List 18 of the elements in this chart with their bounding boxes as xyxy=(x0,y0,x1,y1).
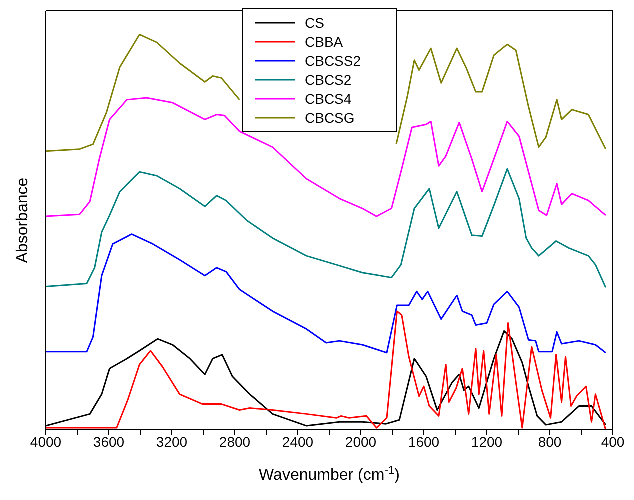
x-tick-label: 400 xyxy=(601,434,625,450)
x-tick-label: 1200 xyxy=(471,434,503,450)
legend-label: CBBA xyxy=(305,34,344,50)
x-axis-title: Wavenumber (cm$^{-1}$) xyxy=(259,465,400,484)
legend-label: CBCSS2 xyxy=(305,52,362,68)
legend-label: CBCS2 xyxy=(305,72,352,88)
x-tick-label: 4000 xyxy=(30,434,62,450)
x-tick-label: 2800 xyxy=(219,434,251,450)
legend-label: CBCSG xyxy=(305,110,355,126)
y-axis-title: Absorbance xyxy=(14,178,32,264)
x-tick-label: 2000 xyxy=(345,434,377,450)
x-tick-label: 3600 xyxy=(93,434,125,450)
x-tick-label: 1600 xyxy=(408,434,440,450)
x-tick-label: 3200 xyxy=(156,434,188,450)
x-tick-label: 800 xyxy=(538,434,562,450)
legend-label: CS xyxy=(305,14,324,30)
legend-label: CBCS4 xyxy=(305,90,352,106)
x-tick-label: 2400 xyxy=(282,434,314,450)
